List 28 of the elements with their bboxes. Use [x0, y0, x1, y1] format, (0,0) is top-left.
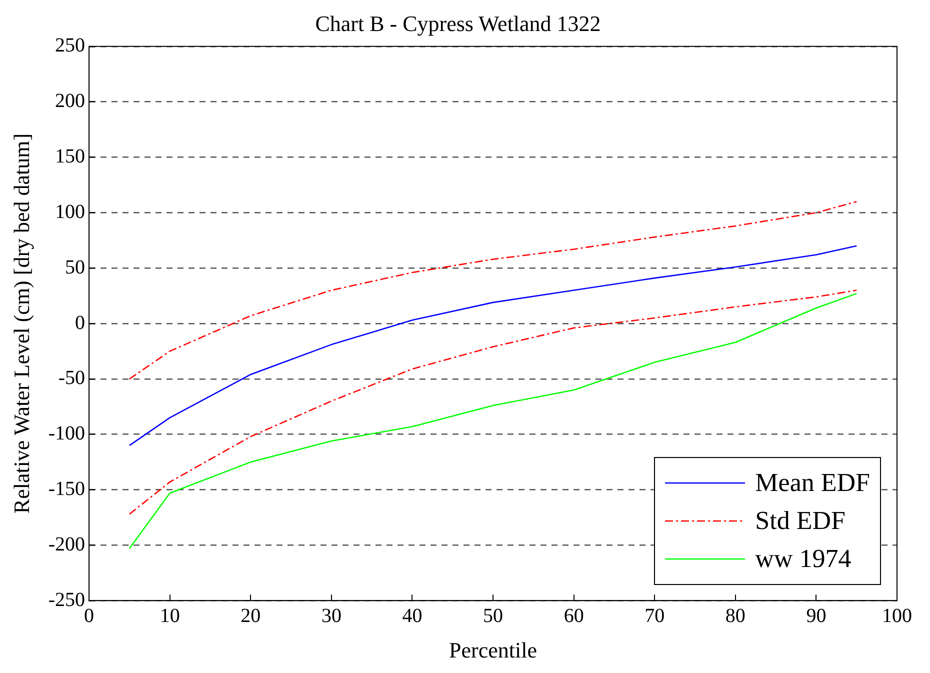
x-tick-label: 60	[564, 604, 584, 627]
line-series	[128, 200, 858, 380]
y-tick-label: 200	[55, 90, 86, 112]
y-tick-label: 50	[65, 256, 86, 278]
y-tick-label: 150	[55, 145, 86, 168]
y-tick-label: -250	[48, 588, 86, 611]
y-axis-title: Relative Water Level (cm) [dry bed datum]	[8, 133, 34, 514]
x-tick-label: 100	[882, 604, 912, 627]
x-tick-label: 90	[806, 604, 826, 627]
y-tick-label: -50	[58, 367, 86, 390]
x-tick-label: 20	[240, 604, 261, 627]
legend-label: Std EDF	[755, 504, 846, 537]
x-axis-title: Percentile	[449, 638, 538, 663]
y-tick-label: -100	[48, 422, 86, 445]
x-tick-label: 70	[644, 604, 665, 627]
chart-title: Chart B - Cypress Wetland 1322	[315, 10, 601, 36]
y-tick-label: 100	[55, 200, 86, 223]
x-tick-label: 30	[321, 604, 342, 627]
y-tick-label: 250	[55, 34, 86, 57]
x-tick-label: 50	[483, 604, 504, 627]
y-tick-label: -200	[48, 533, 86, 556]
legend-label: ww 1974	[755, 542, 852, 575]
x-tick-label: 80	[725, 604, 746, 627]
x-tick-label: 10	[160, 604, 180, 627]
x-tick-label: 40	[402, 604, 422, 627]
y-tick-label: -150	[48, 478, 86, 500]
legend-label: Mean EDF	[755, 466, 870, 499]
y-tick-label: 0	[75, 312, 86, 334]
